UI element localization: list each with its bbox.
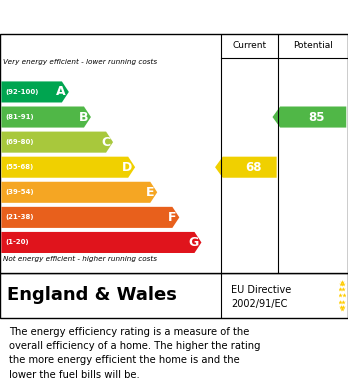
Text: D: D — [122, 161, 132, 174]
Text: Not energy efficient - higher running costs: Not energy efficient - higher running co… — [3, 256, 158, 262]
Text: (69-80): (69-80) — [6, 139, 34, 145]
Text: Potential: Potential — [293, 41, 333, 50]
Polygon shape — [272, 106, 346, 127]
Text: (81-91): (81-91) — [6, 114, 34, 120]
Text: Very energy efficient - lower running costs: Very energy efficient - lower running co… — [3, 59, 158, 65]
Polygon shape — [215, 157, 277, 178]
Polygon shape — [1, 157, 135, 178]
Text: B: B — [79, 111, 88, 124]
Text: Current: Current — [232, 41, 267, 50]
Text: (1-20): (1-20) — [6, 239, 29, 246]
Text: E: E — [146, 186, 155, 199]
Polygon shape — [1, 106, 91, 127]
Text: (92-100): (92-100) — [6, 89, 39, 95]
Text: 85: 85 — [308, 111, 325, 124]
Text: F: F — [168, 211, 176, 224]
Text: G: G — [188, 236, 199, 249]
Polygon shape — [1, 81, 69, 102]
Polygon shape — [1, 182, 157, 203]
Text: A: A — [56, 86, 66, 99]
Polygon shape — [1, 207, 179, 228]
Text: (39-54): (39-54) — [6, 189, 34, 195]
Text: C: C — [101, 136, 110, 149]
Text: England & Wales: England & Wales — [7, 286, 177, 305]
Text: (55-68): (55-68) — [6, 164, 34, 170]
Text: The energy efficiency rating is a measure of the
overall efficiency of a home. T: The energy efficiency rating is a measur… — [9, 326, 260, 380]
Text: EU Directive: EU Directive — [231, 285, 292, 295]
Polygon shape — [1, 232, 201, 253]
Text: 68: 68 — [245, 161, 261, 174]
Text: 2002/91/EC: 2002/91/EC — [231, 300, 288, 309]
Polygon shape — [1, 132, 113, 152]
Text: Energy Efficiency Rating: Energy Efficiency Rating — [10, 9, 232, 25]
Text: (21-38): (21-38) — [6, 214, 34, 221]
